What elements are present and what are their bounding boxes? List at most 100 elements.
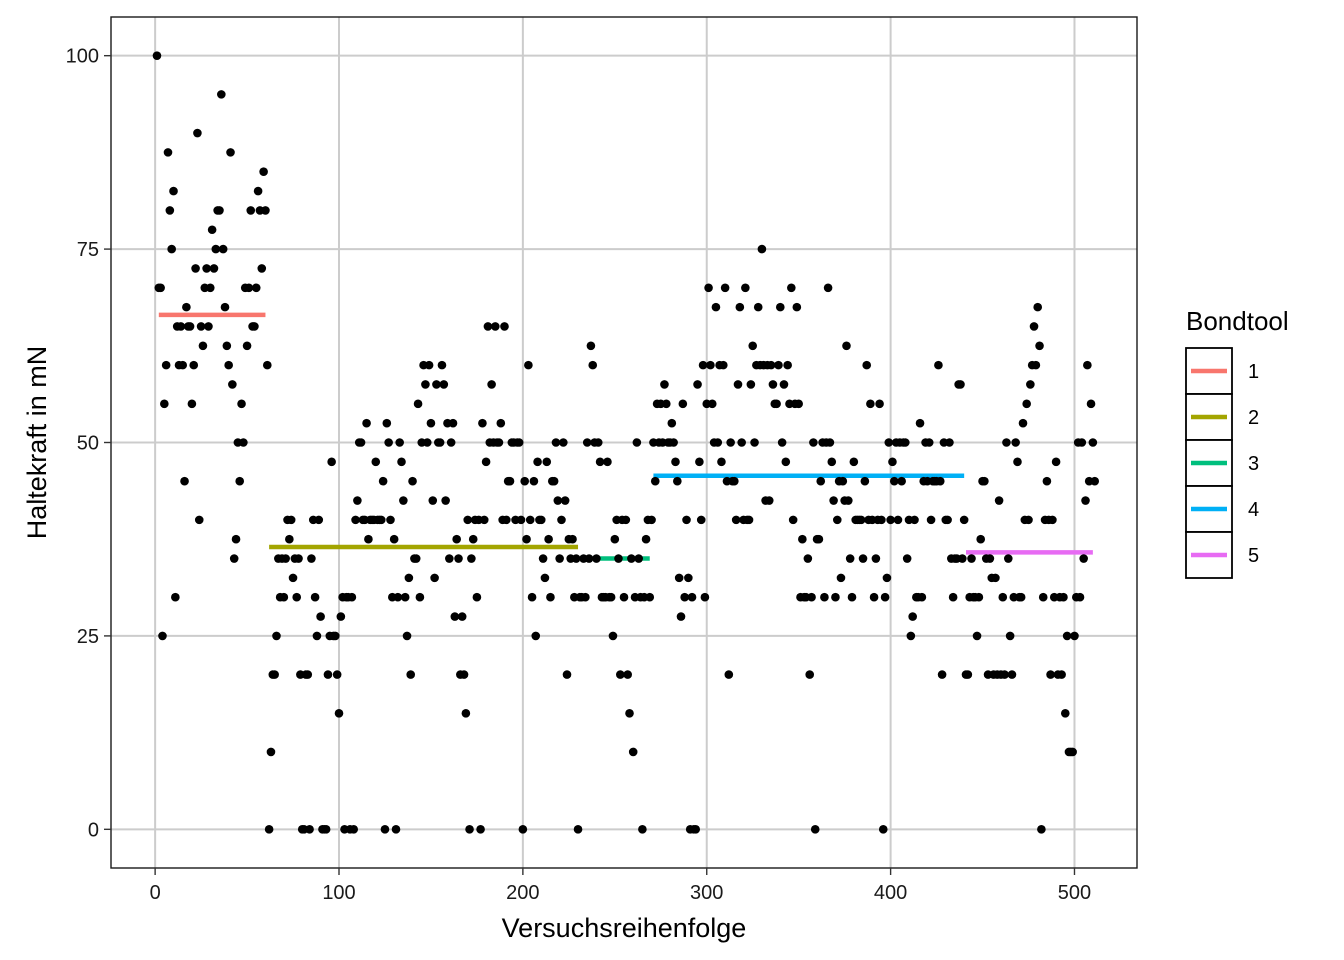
data-point [327, 457, 336, 467]
data-point [603, 457, 612, 467]
data-point [647, 515, 656, 525]
data-point [595, 457, 605, 467]
data-point [560, 496, 570, 505]
data-point [303, 670, 313, 679]
data-point [165, 206, 175, 215]
data-point [616, 670, 625, 679]
data-point [376, 515, 386, 525]
data-point [707, 399, 717, 409]
data-point [827, 457, 837, 467]
data-point [956, 380, 965, 389]
data-point [559, 438, 568, 447]
data-point [272, 631, 281, 641]
data-point [741, 283, 750, 293]
data-point [218, 244, 228, 254]
data-point [1024, 515, 1033, 525]
data-point [1005, 631, 1015, 641]
data-point [810, 825, 820, 834]
data-point [404, 573, 414, 583]
data-point [525, 515, 535, 525]
data-point [886, 515, 895, 525]
data-point [860, 476, 870, 486]
data-point [844, 496, 853, 505]
data-point [1090, 476, 1100, 486]
data-point [316, 612, 325, 621]
data-point [1046, 670, 1055, 679]
data-point [680, 592, 689, 602]
data-point [408, 476, 417, 486]
data-point [974, 592, 984, 602]
data-point [1026, 380, 1035, 389]
data-point [619, 592, 629, 602]
data-point [430, 573, 439, 583]
x-tick-label: 200 [506, 882, 539, 904]
data-point [286, 515, 296, 525]
data-point [562, 670, 572, 679]
data-point [634, 554, 644, 563]
data-point [858, 554, 868, 563]
data-point [217, 90, 226, 99]
data-point [494, 438, 504, 447]
data-point [321, 825, 331, 834]
data-point [775, 302, 785, 312]
data-point [805, 670, 815, 679]
data-point [764, 496, 774, 505]
data-point [627, 554, 636, 563]
data-point [1081, 496, 1090, 505]
data-point [452, 534, 461, 544]
data-point [432, 380, 441, 389]
data-point [224, 360, 233, 370]
data-point [557, 515, 566, 525]
data-point [239, 438, 248, 447]
data-point [783, 360, 792, 370]
data-point [757, 244, 767, 254]
data-point [1033, 302, 1043, 312]
data-point [187, 399, 197, 409]
data-point [803, 554, 813, 563]
data-point [437, 360, 447, 370]
data-point [998, 592, 1008, 602]
data-point [435, 438, 445, 447]
data-point [696, 515, 706, 525]
data-point [706, 360, 715, 370]
data-point [667, 418, 677, 428]
data-point [862, 360, 872, 370]
data-point [205, 283, 215, 293]
data-point [829, 496, 838, 505]
data-point [490, 322, 500, 331]
data-point [262, 360, 272, 370]
data-point [871, 554, 881, 563]
data-point [194, 515, 204, 525]
data-point [901, 438, 910, 447]
data-point [750, 438, 759, 447]
data-point [693, 380, 702, 389]
data-point [610, 534, 620, 544]
data-point [448, 418, 458, 428]
data-point [937, 670, 947, 679]
data-point [781, 457, 791, 467]
data-point [334, 708, 344, 718]
data-point [152, 51, 162, 60]
data-point [972, 631, 982, 641]
data-point [158, 631, 167, 641]
data-point [632, 438, 642, 447]
data-point [628, 747, 638, 757]
data-point [700, 592, 710, 602]
data-point [704, 283, 713, 293]
data-point [1062, 631, 1072, 641]
data-point [529, 476, 539, 486]
data-point [724, 670, 734, 679]
data-point [820, 592, 829, 602]
data-point [415, 592, 425, 602]
data-point [553, 496, 563, 505]
data-point [684, 573, 693, 583]
data-point [237, 399, 246, 409]
data-point [774, 360, 783, 370]
data-point [538, 554, 548, 563]
y-tick-label: 0 [88, 819, 99, 841]
data-point [772, 399, 781, 409]
data-point [856, 515, 866, 525]
data-point [816, 476, 826, 486]
data-point [674, 573, 684, 583]
